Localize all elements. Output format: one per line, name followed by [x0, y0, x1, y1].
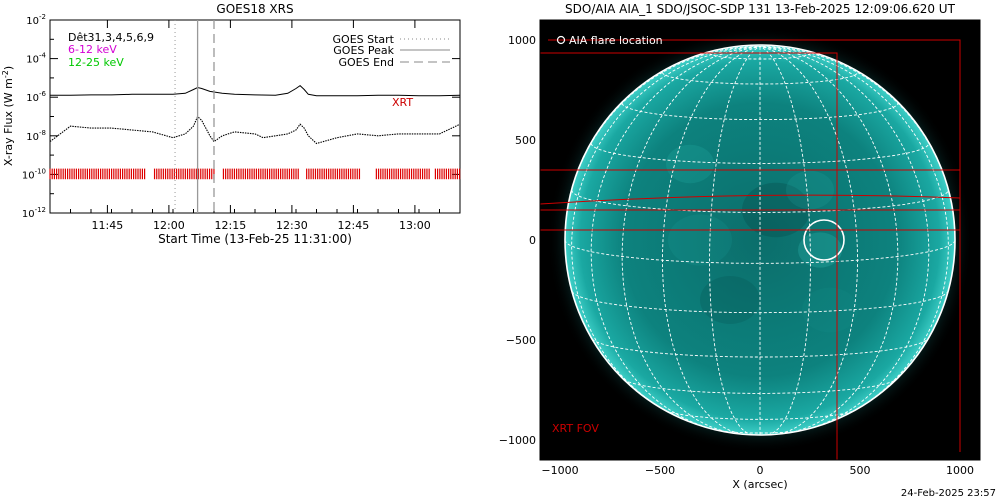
aia-xrt-fov-boxes [540, 39, 961, 460]
aia-longitude-line [621, 45, 761, 434]
goes-legend-peak-label: GOES Peak [333, 44, 394, 57]
aia-flare-location-circle [803, 219, 845, 261]
goes-x-tick-label: 12:45 [338, 219, 370, 232]
goes-xrt-coverage-segment [49, 168, 146, 180]
aia-y-ticks: 1000 500 0 −500 −1000 [499, 34, 548, 447]
aia-y-tick-label: −500 [506, 334, 536, 347]
goes-series-lines [49, 84, 461, 145]
goes-info-line-3: 12-25 keV [68, 56, 124, 69]
goes-xrt-coverage-bars [49, 168, 461, 180]
aia-longitude-line [759, 45, 949, 416]
goes-legend-start-label: GOES Start [333, 33, 395, 46]
goes-y-tick-label: 10-8 [26, 129, 46, 143]
aia-image-content [540, 27, 973, 460]
aia-y-tick-label: 500 [515, 134, 536, 147]
aia-x-axis-label: X (arcsec) [732, 478, 787, 491]
goes-y-axis-label-main: X-ray Flux (W m [2, 78, 15, 166]
goes-y-tick-label: 10-2 [26, 13, 46, 27]
aia-latitude-line [665, 410, 855, 420]
goes-ticks [49, 19, 461, 214]
goes-y-tick-label: 10-10 [22, 167, 46, 181]
goes-y-axis-label: X-ray Flux (W m-2) [1, 66, 15, 166]
aia-longitude-line [571, 45, 761, 416]
aia-disk-feature [666, 144, 714, 184]
goes-xrt-coverage-segment [222, 168, 299, 180]
aia-x-tick-label: 500 [850, 464, 871, 477]
aia-xrt-fov-box [540, 52, 838, 460]
aia-y-tick-label: 0 [529, 234, 536, 247]
goes-x-tick-label: 11:45 [92, 219, 124, 232]
goes-event-lines [174, 20, 215, 213]
goes-info-line-1: Dêt31,3,4,5,6,9 [68, 31, 154, 44]
goes-y-axis-label-sup: -2 [1, 70, 10, 78]
aia-longitude-line [709, 46, 761, 436]
goes-xrt-coverage-segment [375, 168, 430, 180]
goes-x-tick-label: 12:15 [215, 219, 247, 232]
goes-legend-end-label: GOES End [338, 56, 394, 69]
aia-disk-feature [786, 170, 834, 210]
aia-title: SDO/AIA AIA_1 SDO/JSOC-SDP 131 13-Feb-20… [565, 2, 956, 16]
aia-y-tick-label: −1000 [499, 434, 536, 447]
aia-y-tick-label: 1000 [508, 34, 536, 47]
goes-x-axis-label: Start Time (13-Feb-25 11:31:00) [158, 232, 352, 246]
aia-longitude-line [759, 45, 930, 431]
aia-solar-disk [565, 45, 955, 435]
aia-disk-feature [700, 276, 760, 324]
goes-y-tick-labels: 10-2 10-4 10-6 10-8 10-10 10-12 [22, 13, 47, 220]
aia-longitude-line [759, 45, 858, 435]
footer-timestamp: 24-Feb-2025 23:57 [901, 488, 996, 499]
aia-x-tick-label: 1000 [946, 464, 974, 477]
goes-x-tick-labels: 11:45 12:00 12:15 12:30 12:45 13:00 [92, 219, 431, 232]
goes-y-tick-label: 10-6 [26, 90, 46, 104]
goes-xrt-coverage-segment [306, 168, 361, 180]
goes-series-line [50, 84, 461, 97]
aia-x-tick-label: −1000 [541, 464, 578, 477]
aia-flare-legend-label: AIA flare location [569, 34, 663, 47]
goes-y-tick-label: 10-4 [26, 52, 46, 66]
aia-xrt-fov-box [540, 39, 961, 460]
goes-xrt-label: XRT [392, 96, 413, 109]
aia-x-tick-label: −500 [645, 464, 675, 477]
aia-disk-feature [802, 287, 858, 333]
goes-x-tick-label: 12:30 [276, 219, 308, 232]
goes-legend: GOES Start GOES Peak GOES End [333, 33, 450, 69]
goes-info-line-2: 6-12 keV [68, 43, 117, 56]
aia-longitude-line [590, 45, 761, 431]
goes-xrt-coverage-segment [153, 168, 215, 180]
goes-y-tick-label: 10-12 [22, 206, 46, 220]
aia-x-tick-label: 0 [757, 464, 764, 477]
aia-flare-legend-icon [556, 35, 566, 45]
goes-xrt-coverage-segment [434, 168, 461, 180]
aia-longitude-line [759, 45, 899, 434]
aia-x-ticks: −1000 −500 0 500 1000 [541, 452, 974, 477]
goes-y-axis-label-close: ) [2, 66, 15, 70]
goes-title: GOES18 XRS [216, 2, 293, 16]
aia-xrt-fov-curve [540, 194, 961, 205]
aia-xrt-fov-box [540, 169, 961, 211]
goes-x-tick-label: 13:00 [399, 219, 431, 232]
aia-xrt-fov-label: XRT FOV [552, 422, 599, 435]
goes-x-tick-label: 12:00 [153, 219, 185, 232]
aia-longitude-line [759, 46, 811, 436]
aia-solar-limb [564, 44, 956, 436]
aia-longitude-line [662, 45, 761, 435]
aia-disk-feature [668, 214, 732, 266]
